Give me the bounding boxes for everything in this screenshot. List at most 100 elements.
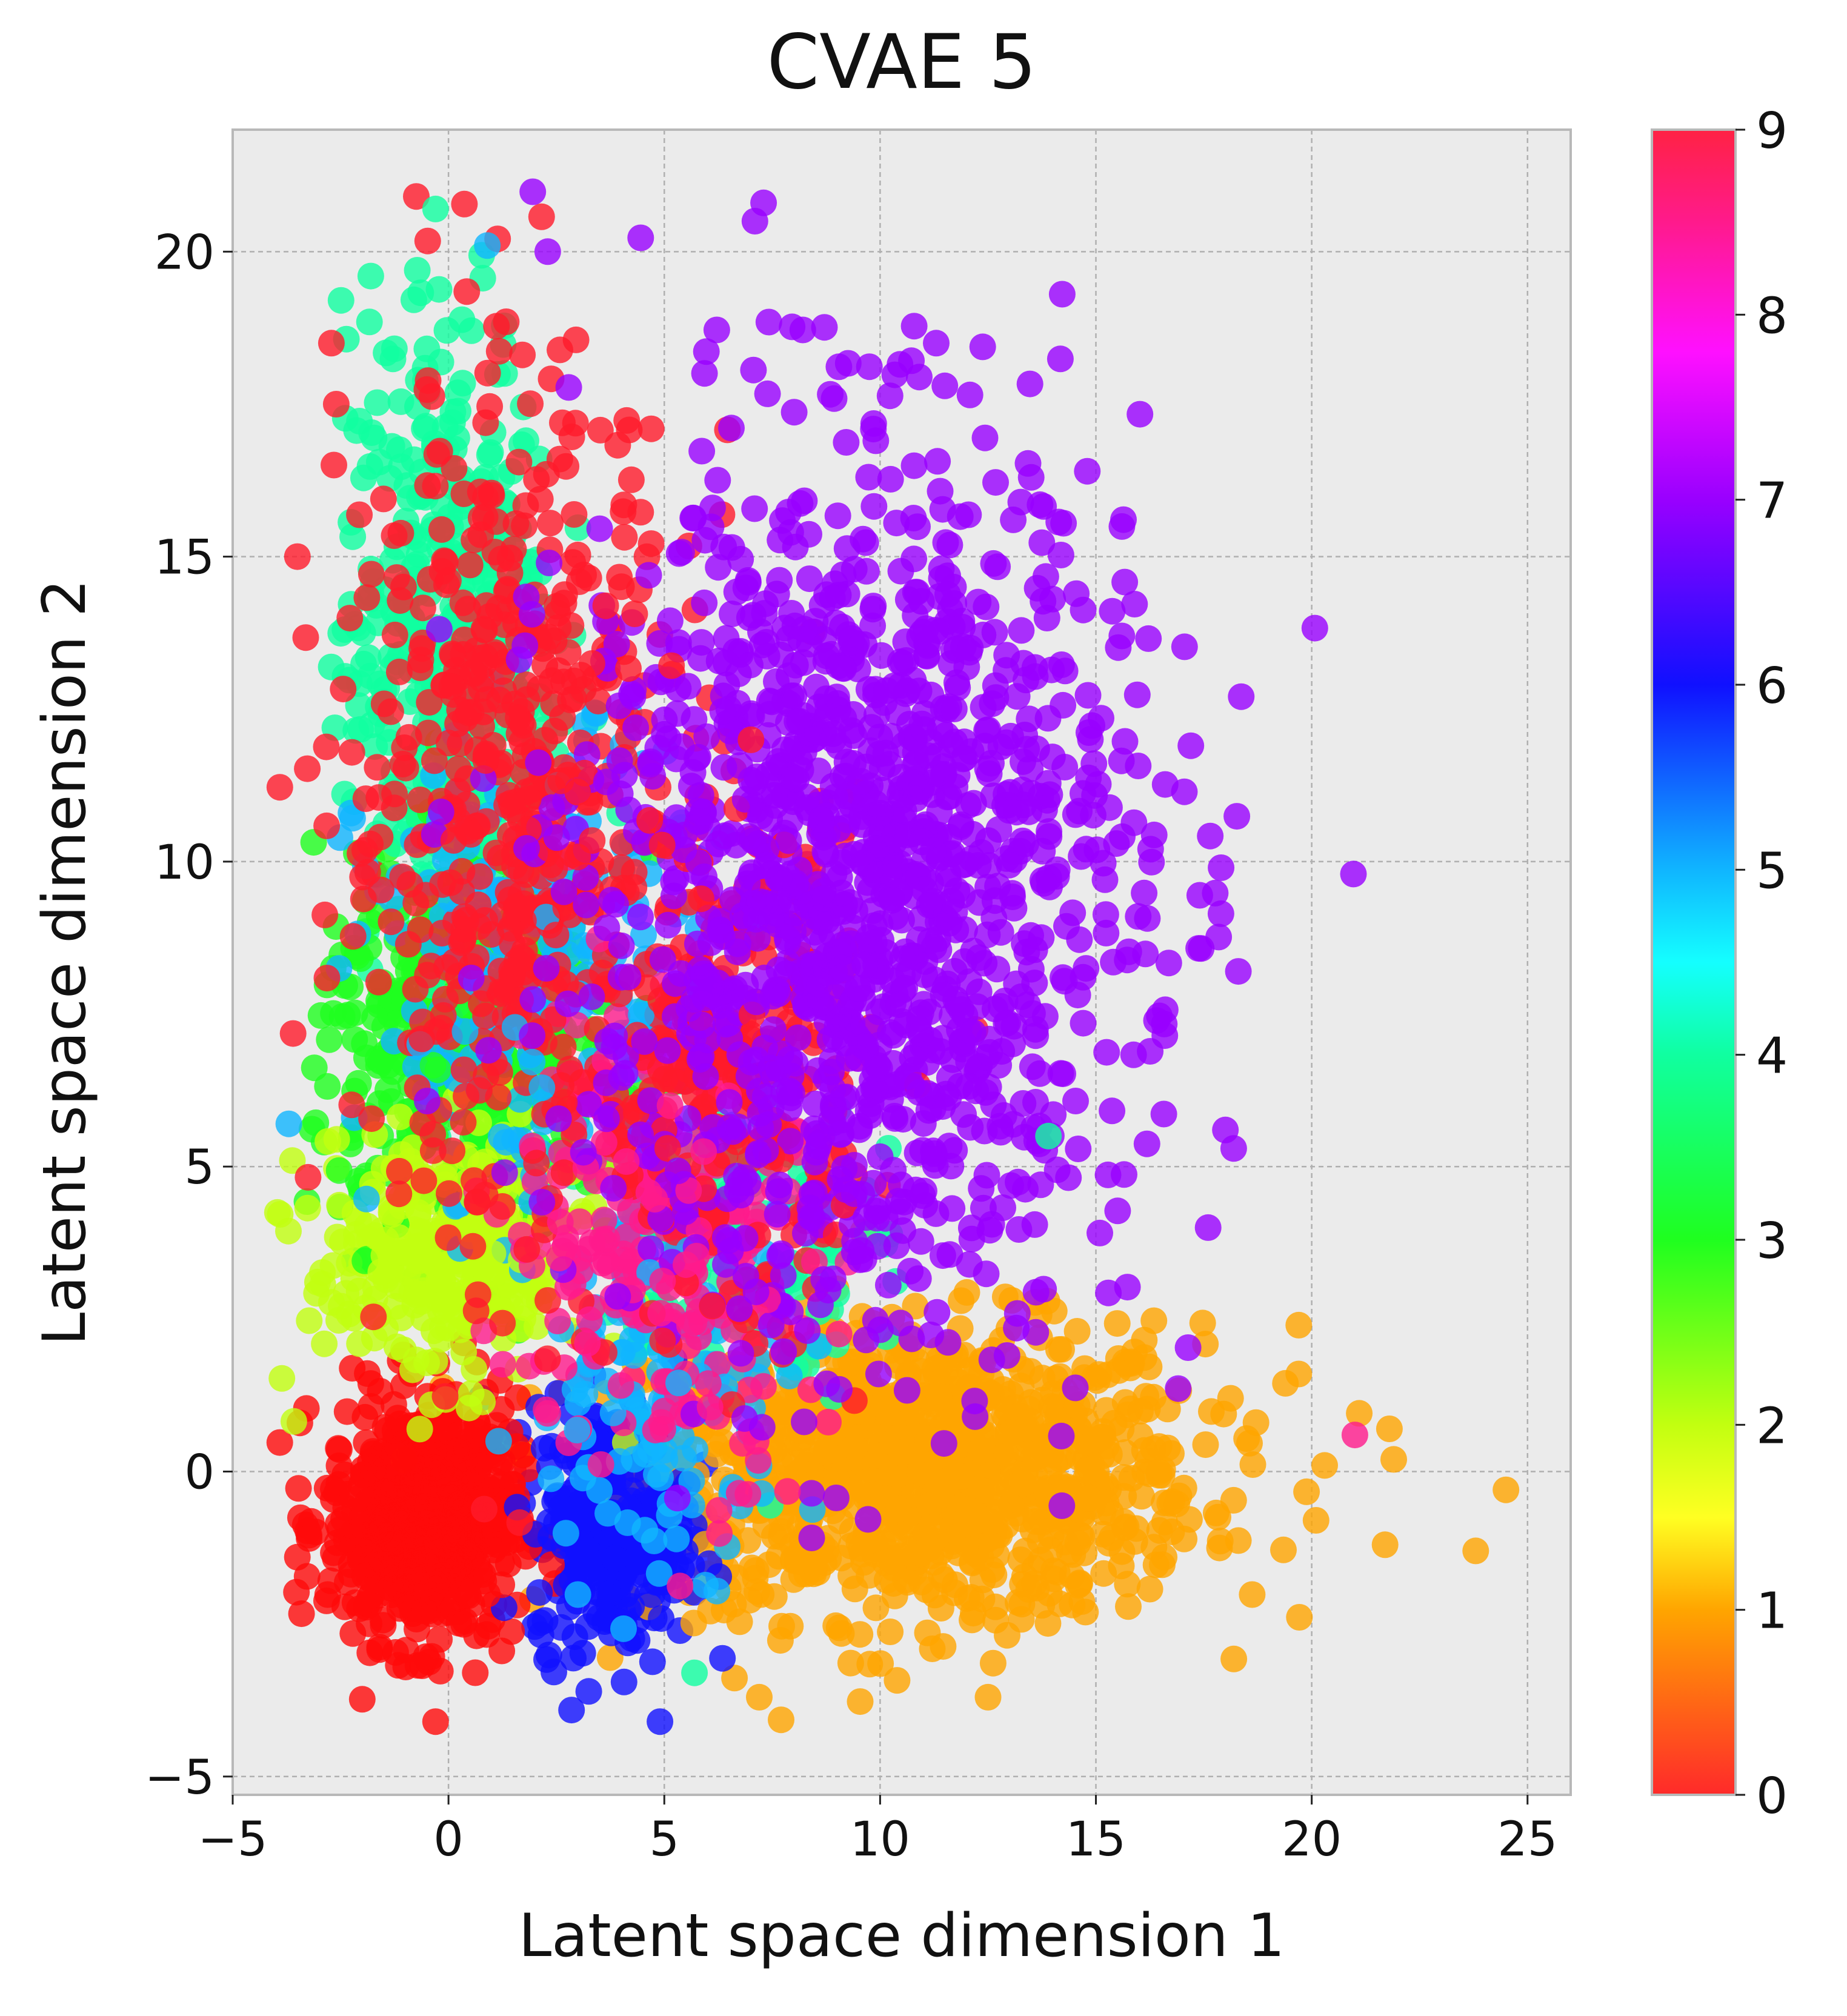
scatter-point [471, 1495, 498, 1523]
scatter-point [877, 1618, 904, 1645]
scatter-point [564, 1581, 591, 1608]
scatter-point [1111, 568, 1139, 596]
scatter-point [611, 524, 638, 551]
scatter-point [1189, 1309, 1216, 1337]
scatter-point [933, 1468, 960, 1495]
scatter-point [285, 1475, 312, 1502]
scatter-point [468, 1447, 494, 1474]
scatter-point [353, 584, 381, 611]
scatter-point [356, 308, 383, 336]
scatter-point [279, 1020, 307, 1047]
scatter-point [537, 510, 564, 537]
scatter-point [307, 1002, 334, 1029]
scatter-point [709, 1645, 736, 1672]
scatter-point [464, 1281, 491, 1308]
scatter-point [402, 890, 430, 917]
scatter-point [504, 1384, 531, 1411]
scatter-point [780, 399, 808, 426]
scatter-point [537, 1465, 565, 1492]
scatter-point [1059, 1591, 1086, 1618]
scatter-point [367, 1259, 394, 1286]
scatter-point [610, 1668, 637, 1695]
scatter-point [311, 1330, 338, 1357]
scatter-point [367, 1378, 394, 1405]
scatter-point [1239, 1581, 1266, 1608]
scatter-point [812, 1439, 839, 1465]
scatter-point [453, 1083, 479, 1109]
scatter-point [781, 1446, 808, 1473]
scatter-point [839, 1348, 867, 1376]
scatter-point [725, 1480, 753, 1507]
scatter-point [429, 871, 456, 898]
scatter-point [664, 1485, 691, 1512]
scatter-point [383, 564, 410, 591]
scatter-point [1074, 1457, 1101, 1484]
scatter-point [564, 1389, 591, 1417]
scatter-point [1010, 1470, 1037, 1497]
scatter-point [338, 739, 365, 766]
scatter-point [702, 1431, 729, 1458]
scatter-point [451, 190, 478, 218]
scatter-point [841, 1434, 868, 1461]
scatter-point [594, 1500, 621, 1527]
scatter-point [919, 1635, 946, 1662]
scatter-point [347, 716, 374, 743]
chart-title: CVAE 5 [767, 19, 1037, 106]
scatter-point [610, 1615, 637, 1642]
scatter-point [409, 1109, 436, 1137]
scatter-point [1028, 1592, 1056, 1619]
scatter-point [1063, 1318, 1091, 1345]
scatter-point [439, 640, 466, 668]
scatter-point [1121, 1339, 1148, 1366]
scatter-point [439, 1557, 467, 1585]
scatter-point [385, 1180, 413, 1208]
scatter-point [682, 1436, 708, 1463]
scatter-point [506, 1509, 533, 1536]
scatter-point [1093, 1397, 1120, 1424]
scatter-point [569, 1640, 596, 1667]
scatter-point [358, 1567, 385, 1594]
scatter-point [390, 1336, 417, 1363]
scatter-point [330, 676, 357, 703]
scatter-point [1192, 1431, 1219, 1459]
scatter-point [1133, 1383, 1160, 1410]
scatter-point [346, 408, 373, 434]
scatter-point [360, 1303, 387, 1331]
scatter-point [324, 1511, 351, 1538]
scatter-point [450, 1109, 477, 1136]
scatter-point [485, 338, 513, 365]
scatter-point [322, 1545, 349, 1572]
scatter-point [552, 1520, 579, 1547]
scatter-point [856, 1651, 884, 1678]
scatter-point [734, 1527, 762, 1554]
scatter-point [462, 1659, 489, 1686]
scatter-point [994, 1622, 1020, 1649]
scatter-point [756, 1551, 783, 1579]
scatter-point [1346, 1400, 1373, 1427]
scatter-point [1040, 1565, 1067, 1592]
scatter-point [491, 611, 518, 638]
scatter-point [1111, 1439, 1139, 1466]
scatter-point [428, 516, 455, 543]
scatter-point [436, 1414, 462, 1441]
scatter-point [948, 1287, 975, 1314]
scatter-point [483, 313, 510, 340]
scatter-point [311, 901, 339, 928]
scatter-point [931, 1566, 958, 1593]
scatter-point [916, 1535, 943, 1562]
scatter-point [575, 1678, 602, 1705]
scatter-point [528, 1074, 556, 1102]
scatter-point [396, 1532, 424, 1560]
scatter-point [392, 1654, 419, 1680]
scatter-point [388, 1305, 415, 1331]
scatter-point [587, 416, 614, 444]
scatter-point [349, 863, 376, 891]
scatter-point [527, 1621, 554, 1648]
scatter-point [706, 1520, 733, 1547]
scatter-point [413, 335, 441, 362]
scatter-point [1056, 1539, 1083, 1566]
scatter-point [575, 565, 602, 591]
scatter-point [400, 286, 427, 313]
scatter-point [313, 1587, 340, 1614]
